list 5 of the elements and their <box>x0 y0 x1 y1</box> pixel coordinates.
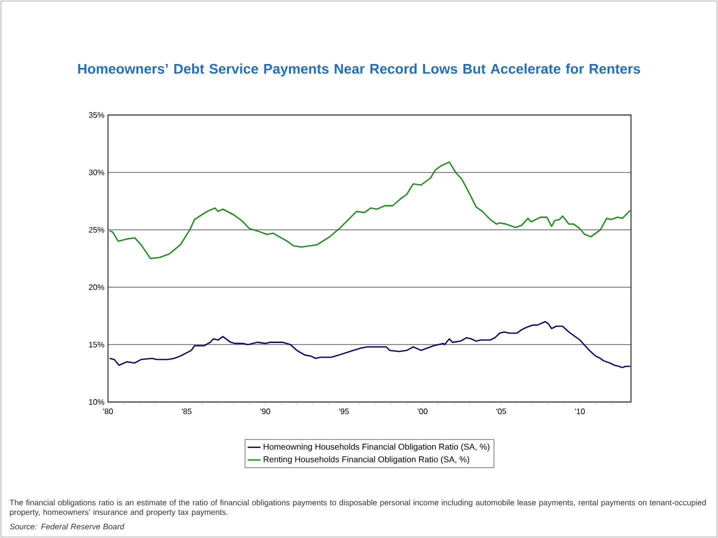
line-series <box>108 320 631 368</box>
line-series <box>108 161 631 260</box>
legend-label: Renting Households Financial Obligation Ratio (SA, %) <box>264 456 470 464</box>
chart-title: Homeowners’ Debt Service Payments Near Record Lows But Accelerate for Renters <box>78 64 640 77</box>
legend-label: Homeowning Households Financial Obligation Ratio (SA, %) <box>264 444 490 452</box>
